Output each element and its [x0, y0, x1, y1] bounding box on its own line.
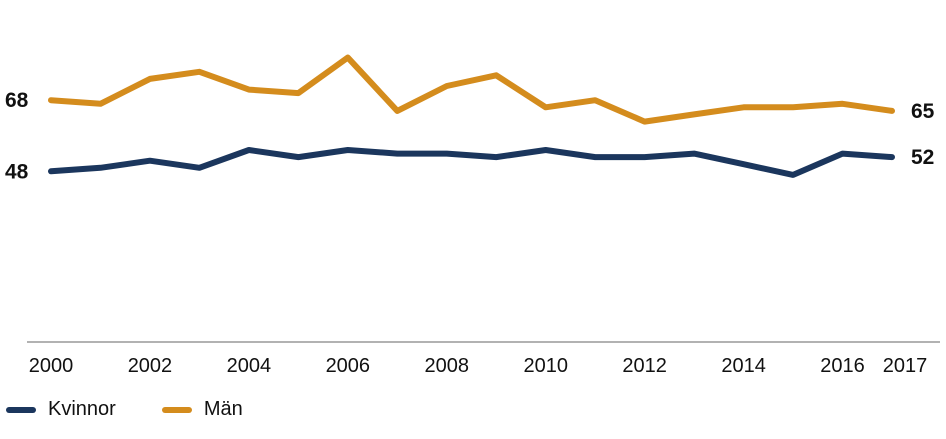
- x-tick-label: 2012: [622, 355, 667, 377]
- x-tick-label: 2002: [128, 355, 173, 377]
- series-layer: [48, 54, 895, 178]
- x-tick-label: 2014: [721, 355, 766, 377]
- legend-swatch-kvinnor: [6, 406, 36, 413]
- end-value-label-kvinnor: 52: [911, 146, 934, 169]
- x-tick-label: 2016: [820, 355, 865, 377]
- series-line-kvinnor: [48, 147, 895, 178]
- start-value-label-kvinnor: 48: [5, 160, 29, 183]
- x-tick-label: 2008: [425, 355, 470, 377]
- series-line-man: [48, 54, 895, 125]
- x-tick-labels: 2000 2002 2004 2006 2008 2010 2012 2014 2016 2017: [29, 355, 928, 377]
- x-tick-label: 2017: [883, 355, 928, 377]
- legend-item-kvinnor: Kvinnor: [6, 398, 116, 421]
- x-tick-label: 2006: [326, 355, 371, 377]
- legend-item-man: Män: [161, 398, 243, 421]
- start-value-label-man: 68: [5, 89, 29, 112]
- end-value-label-man: 65: [911, 100, 935, 123]
- x-tick-label: 2010: [523, 355, 568, 377]
- x-tick-label: 2000: [29, 355, 74, 377]
- x-tick-label: 2004: [227, 355, 272, 377]
- legend: Kvinnor Män: [6, 398, 243, 421]
- legend-label-man: Män: [203, 398, 243, 420]
- legend-swatch-man: [161, 406, 192, 413]
- series-end-labels: 48 52 68 65: [5, 89, 935, 183]
- legend-label-kvinnor: Kvinnor: [48, 398, 116, 420]
